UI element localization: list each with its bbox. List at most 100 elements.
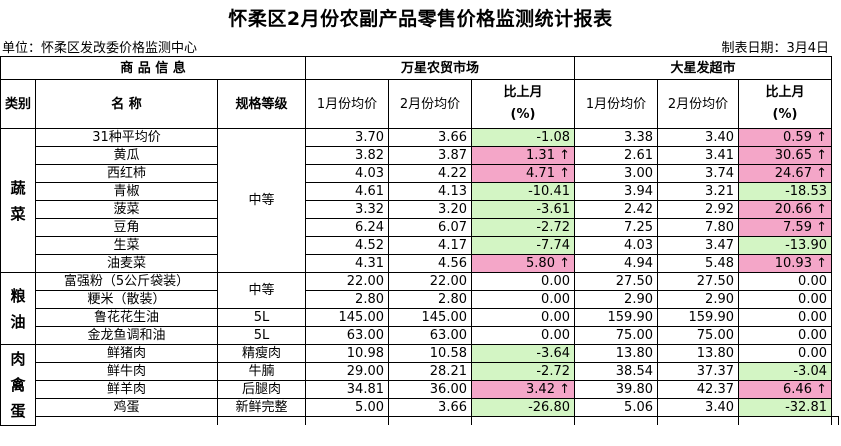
item-name: 鲜猪肉 bbox=[35, 344, 218, 363]
item-name: 金龙鱼调和油 bbox=[35, 326, 218, 345]
m2-jan-price: 27.50 bbox=[574, 272, 658, 291]
item-name: 生菜 bbox=[35, 236, 218, 255]
m1-change-pct: 3.42 ↑ bbox=[471, 380, 575, 399]
empty-cell bbox=[831, 416, 839, 425]
m1-jan-price: 145.00 bbox=[305, 308, 389, 327]
m1-feb-price: 4.56 bbox=[388, 254, 472, 273]
m1-feb-price: 3.20 bbox=[388, 200, 472, 219]
m1-change-pct: -3.64 bbox=[471, 344, 575, 363]
m1-change-pct: -2.72 bbox=[471, 218, 575, 237]
item-name: 鲜羊肉 bbox=[35, 380, 218, 399]
grade-cell: 新鲜完整 bbox=[217, 398, 306, 417]
m1-change-pct: 0.00 bbox=[471, 290, 575, 309]
table-row: 西红柿 4.03 4.22 4.71 ↑ 3.00 3.74 24.67 ↑ bbox=[1, 164, 839, 183]
m2-feb-price: 3.40 bbox=[657, 128, 739, 147]
m2-feb-price: 3.47 bbox=[657, 236, 739, 255]
category-char: 蛋 bbox=[10, 401, 26, 420]
m1-jan-price: 2.80 bbox=[305, 290, 389, 309]
m2-jan-price: 3.94 bbox=[574, 182, 658, 201]
m1-change-pct: 1.31 ↑ bbox=[471, 146, 575, 165]
m2-feb-price: 75.00 bbox=[657, 326, 739, 345]
m1-jan-price: 63.00 bbox=[305, 326, 389, 345]
m2-feb-price: 27.50 bbox=[657, 272, 739, 291]
table-row: 粮油富强粉（5公斤袋装） 中等 22.00 22.00 0.00 27.50 27.50 0.… bbox=[0, 272, 839, 345]
empty-cell bbox=[574, 416, 658, 425]
m2-jan-price: 4.94 bbox=[574, 254, 658, 273]
m1-feb-price: 2.80 bbox=[388, 290, 472, 309]
m1-jan-price: 4.31 bbox=[305, 254, 389, 273]
table-row: 粳米（散装） 2.80 2.80 0.00 2.90 2.90 0.00 bbox=[1, 290, 839, 309]
table-row: 鲁花花生油 5L 145.00 145.00 0.00 159.90 159.90 0.00 bbox=[1, 308, 839, 327]
item-name: 西红柿 bbox=[35, 164, 218, 183]
m1-change-pct: -26.80 bbox=[471, 398, 575, 417]
category-char: 菜 bbox=[10, 204, 26, 223]
m2-jan-price: 13.80 bbox=[574, 344, 658, 363]
m2-change-pct: 30.65 ↑ bbox=[738, 146, 832, 165]
category-char: 粮 bbox=[10, 286, 26, 305]
price-table: 商 品 信 息 万星农贸市场 大星发超市 类别 名 称 规格等级 1月份均价 2… bbox=[0, 56, 839, 426]
m1-feb-price: 22.00 bbox=[388, 272, 472, 291]
m2-feb-price: 2.90 bbox=[657, 290, 739, 309]
table-row: 生菜 4.52 4.17 -7.74 4.03 3.47 -13.90 bbox=[1, 236, 839, 255]
m2-jan-price: 7.25 bbox=[574, 218, 658, 237]
m2-feb-price: 5.48 bbox=[657, 254, 739, 273]
m2-change-pct: 10.93 ↑ bbox=[738, 254, 832, 273]
grade-cell: 后腿肉 bbox=[217, 380, 306, 399]
m2-feb-price: 3.74 bbox=[657, 164, 739, 183]
m1-feb-price: 4.13 bbox=[388, 182, 472, 201]
item-name: 鸡蛋 bbox=[35, 398, 218, 417]
report-title: 怀柔区2月份农副产品零售价格监测统计报表 bbox=[228, 8, 613, 30]
item-name: 黄瓜 bbox=[35, 146, 218, 165]
m2-feb-price: 2.92 bbox=[657, 200, 739, 219]
item-name: 油麦菜 bbox=[35, 254, 218, 273]
m2-jan-price: 159.90 bbox=[574, 308, 658, 327]
name-header: 名 称 bbox=[35, 79, 218, 129]
m2-feb-price: 42.37 bbox=[657, 380, 739, 399]
unit-label: 单位：怀柔区发改委价格监测中心 bbox=[2, 41, 198, 56]
m1-jan-price: 29.00 bbox=[305, 362, 389, 381]
m2-change-pct: 20.66 ↑ bbox=[738, 200, 832, 219]
m1-feb-price: 6.07 bbox=[388, 218, 472, 237]
empty-cell bbox=[35, 416, 218, 425]
table-row: 鸡蛋 新鲜完整 5.00 3.66 -26.80 5.06 3.40 -32.81 bbox=[1, 398, 839, 417]
m1-change-pct: -3.61 bbox=[471, 200, 575, 219]
item-name: 31种平均价 bbox=[35, 128, 218, 147]
m2-change-pct: 6.46 ↑ bbox=[738, 380, 832, 399]
category-char: 蔬 bbox=[10, 178, 26, 197]
m1-feb-price: 28.21 bbox=[388, 362, 472, 381]
table-row-partial bbox=[1, 416, 839, 425]
m1-jan-price: 3.70 bbox=[305, 128, 389, 147]
m1-feb-price: 4.22 bbox=[388, 164, 472, 183]
mom-line2: (%) bbox=[772, 107, 798, 122]
m1-jan-price: 34.81 bbox=[305, 380, 389, 399]
m1-jan-price: 4.52 bbox=[305, 236, 389, 255]
table-row: 油麦菜 4.31 4.56 5.80 ↑ 4.94 5.48 10.93 ↑ bbox=[1, 254, 839, 273]
m1-change-pct: 0.00 bbox=[471, 308, 575, 327]
category-char: 油 bbox=[10, 312, 26, 331]
m1-feb-price: 4.17 bbox=[388, 236, 472, 255]
item-name: 鲜牛肉 bbox=[35, 362, 218, 381]
item-name: 菠菜 bbox=[35, 200, 218, 219]
table-row: 鲜羊肉 后腿肉 34.81 36.00 3.42 ↑ 39.80 42.37 6.46 ↑ bbox=[1, 380, 839, 399]
market2-header: 大星发超市 bbox=[574, 56, 832, 80]
item-name: 富强粉（5公斤袋装） bbox=[35, 272, 218, 291]
mom-line1: 比上月 bbox=[765, 85, 805, 100]
grade-cell: 牛腩 bbox=[217, 362, 306, 381]
table-row: 肉禽蛋鲜猪肉 精瘦肉 10.98 10.58 -3.64 13.80 13.80 0.00 bbox=[0, 344, 839, 426]
table-row: 豆角 6.24 6.07 -2.72 7.25 7.80 7.59 ↑ bbox=[1, 218, 839, 237]
m2-jan-price: 2.90 bbox=[574, 290, 658, 309]
m2-change-pct: 0.59 ↑ bbox=[738, 128, 832, 147]
empty-cell bbox=[471, 416, 575, 425]
m1-jan-price: 22.00 bbox=[305, 272, 389, 291]
empty-cell bbox=[657, 416, 739, 425]
mom-line2: (%) bbox=[510, 107, 536, 122]
m1-feb-price: 3.87 bbox=[388, 146, 472, 165]
m2-change-pct: -13.90 bbox=[738, 236, 832, 255]
m2-jan-price: 5.06 bbox=[574, 398, 658, 417]
date-label: 制表日期：3月4日 bbox=[721, 41, 829, 56]
m2-jan-price: 4.03 bbox=[574, 236, 658, 255]
m2-feb-price: 7.80 bbox=[657, 218, 739, 237]
table-row: 金龙鱼调和油 5L 63.00 63.00 0.00 75.00 75.00 0.00 bbox=[1, 326, 839, 345]
m2-change-pct: 0.00 bbox=[738, 272, 832, 291]
m1-feb-price: 145.00 bbox=[388, 308, 472, 327]
